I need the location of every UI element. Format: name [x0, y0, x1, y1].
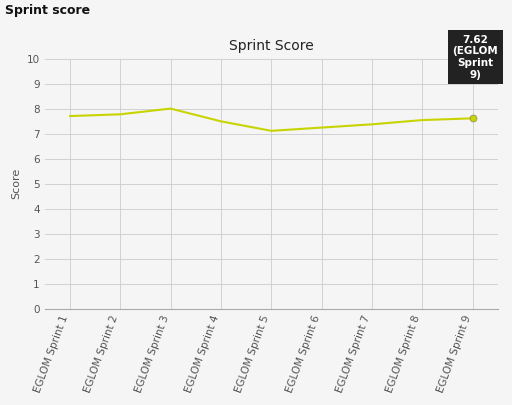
Text: Sprint score: Sprint score [5, 4, 90, 17]
Title: Sprint Score: Sprint Score [229, 39, 314, 53]
Text: 7.62
(EGLOM
Sprint
9): 7.62 (EGLOM Sprint 9) [452, 35, 498, 79]
Y-axis label: Score: Score [11, 168, 21, 200]
